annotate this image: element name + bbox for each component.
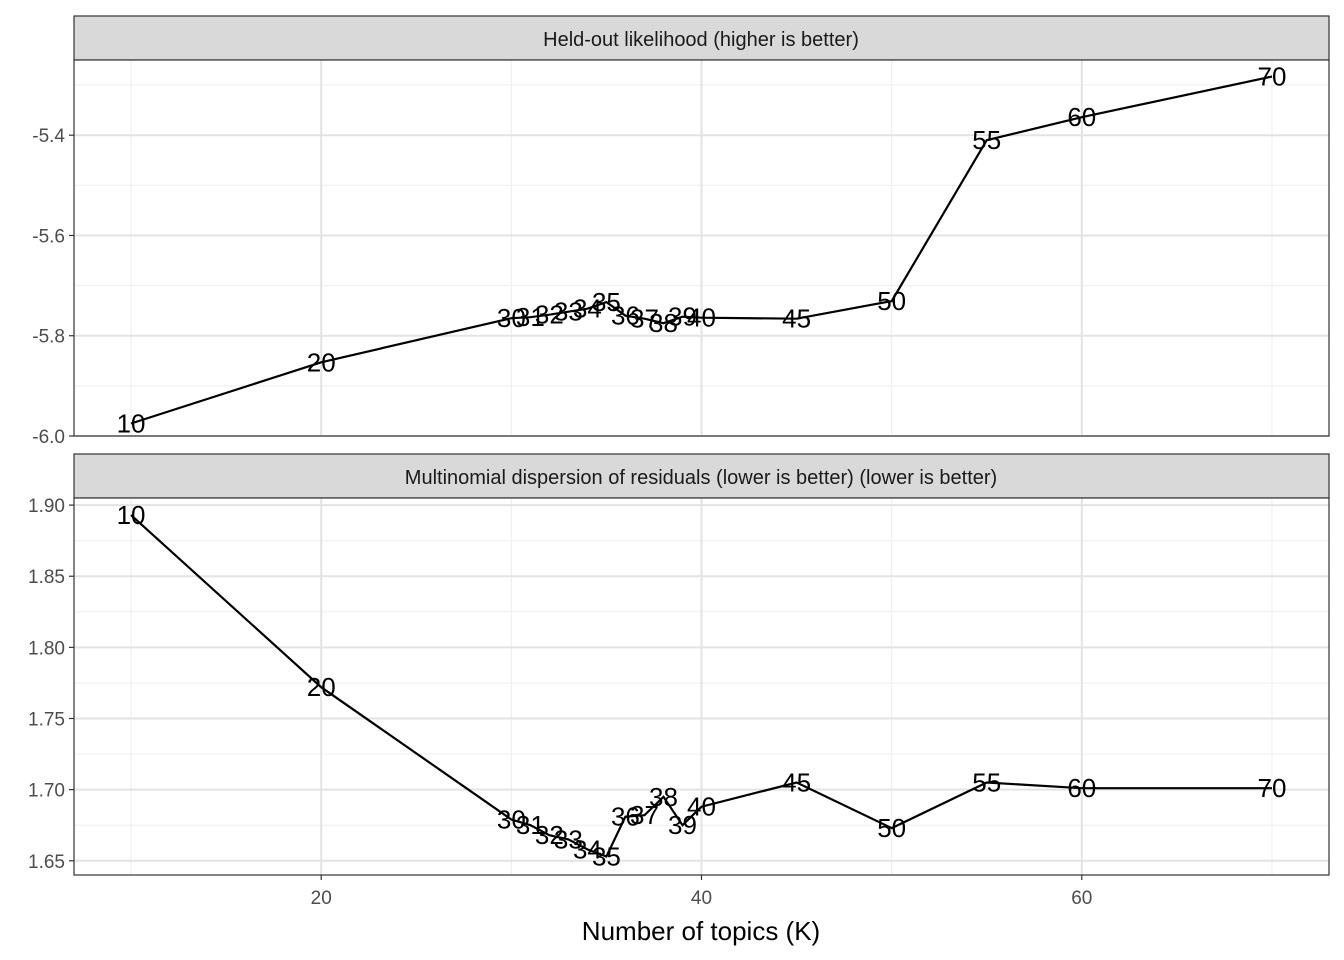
point-label: 32 [535,820,564,850]
point-label: 40 [687,303,716,333]
point-label: 39 [668,302,697,332]
point-label: 33 [554,824,583,854]
point-label: 45 [782,304,811,334]
point-label: 38 [649,308,678,338]
point-label: 70 [1257,62,1286,92]
y-axis-dispersion: 1.65 1.70 1.75 1.80 1.85 1.90 [28,496,74,873]
strip-title-likelihood: Held-out likelihood (higher is better) [543,29,859,51]
strip-dispersion [73,453,1330,499]
y-tick-label: -5.8 [32,327,65,348]
y-tick-label: 1.85 [28,567,65,588]
series-line-likelihood [130,75,1273,425]
grid-likelihood [74,60,1329,437]
point-label: 60 [1067,773,1096,803]
point-label: 31 [516,302,545,332]
y-tick-label: 1.75 [28,710,65,731]
strip-likelihood [73,15,1330,61]
y-tick-label: -5.6 [32,226,65,247]
panel-likelihood: Held-out likelihood (higher is better) 1… [32,15,1330,448]
point-label: 60 [1067,102,1096,132]
point-label: 50 [877,286,906,316]
point-label: 36 [611,301,640,331]
point-label: 34 [573,294,602,324]
point-label: 70 [1257,773,1286,803]
point-label: 34 [573,834,602,864]
point-label: 36 [611,802,640,832]
x-tick-label: 20 [311,888,332,909]
point-label: 10 [117,500,146,530]
point-label: 45 [782,768,811,798]
point-label: 33 [554,297,583,327]
point-label: 20 [307,347,336,377]
y-tick-label: 1.65 [28,852,65,873]
grid-dispersion [74,498,1329,875]
point-label: 20 [307,672,336,702]
point-label: 10 [117,408,146,438]
point-label: 50 [877,813,906,843]
x-axis: 20 40 60 [311,875,1092,909]
y-tick-label: 1.90 [28,496,65,517]
y-axis-likelihood: -6.0 -5.8 -5.6 -5.4 [32,126,74,448]
point-label: 40 [687,792,716,822]
point-label: 31 [516,810,545,840]
y-tick-label: -6.0 [32,427,65,448]
y-tick-label: 1.80 [28,638,65,659]
y-tick-label: -5.4 [32,126,65,147]
point-label: 30 [497,805,526,835]
point-label: 32 [535,300,564,330]
x-tick-label: 60 [1071,888,1092,909]
y-tick-label: 1.70 [28,781,65,802]
x-tick-label: 40 [691,888,712,909]
point-label: 38 [649,782,678,812]
panel-border-likelihood [73,59,1330,437]
point-label: 55 [972,125,1001,155]
point-label: 37 [630,800,659,830]
x-axis-title: Number of topics (K) [582,916,820,946]
point-label: 35 [592,842,621,872]
point-label: 30 [497,303,526,333]
point-label: 55 [972,768,1001,798]
point-label: 37 [630,304,659,334]
series-line-dispersion [130,514,1272,858]
strip-title-dispersion: Multinomial dispersion of residuals (low… [405,467,997,489]
panel-dispersion: Multinomial dispersion of residuals (low… [28,453,1330,876]
point-label: 35 [592,287,621,317]
point-label: 39 [668,810,697,840]
